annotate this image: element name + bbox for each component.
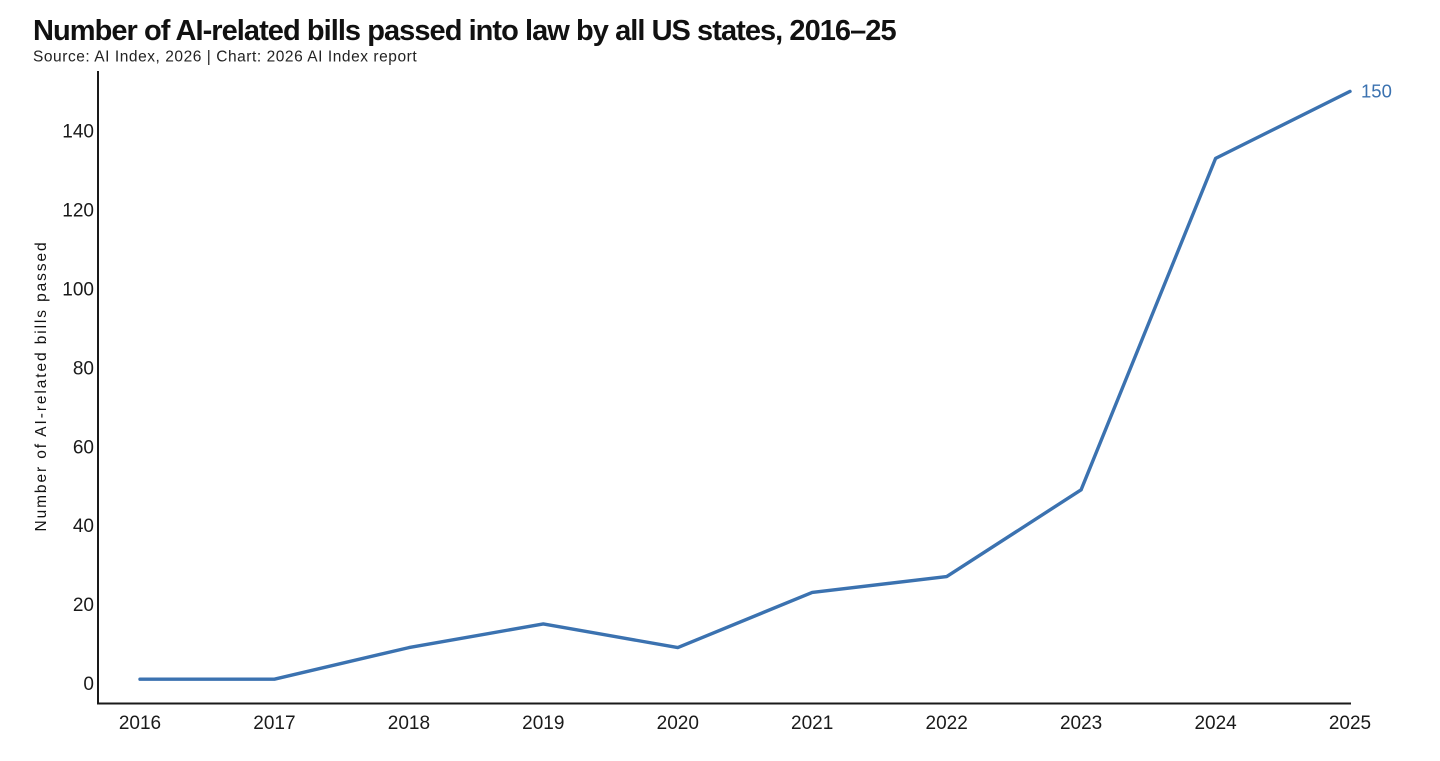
svg-text:2017: 2017 (253, 713, 295, 734)
svg-text:120: 120 (62, 201, 94, 222)
svg-text:2024: 2024 (1194, 713, 1237, 734)
svg-text:2022: 2022 (926, 713, 968, 734)
svg-text:2025: 2025 (1329, 713, 1371, 734)
svg-text:80: 80 (73, 358, 94, 379)
svg-text:2016: 2016 (119, 713, 161, 734)
svg-text:60: 60 (73, 437, 94, 458)
svg-text:140: 140 (62, 122, 94, 143)
svg-text:2020: 2020 (657, 713, 699, 734)
svg-text:2023: 2023 (1060, 713, 1102, 734)
svg-text:150: 150 (1361, 81, 1392, 102)
svg-text:20: 20 (73, 595, 94, 616)
svg-text:2021: 2021 (791, 713, 833, 734)
svg-text:Source: AI Index, 2026 | Chart: Source: AI Index, 2026 | Chart: 2026 AI … (33, 49, 417, 66)
svg-text:Number of AI-related bills pas: Number of AI-related bills passed (33, 240, 50, 531)
svg-text:2019: 2019 (522, 713, 564, 734)
svg-text:100: 100 (62, 280, 94, 301)
svg-text:0: 0 (83, 674, 94, 695)
svg-text:2018: 2018 (388, 713, 430, 734)
svg-text:Number of AI-related bills pas: Number of AI-related bills passed into l… (33, 15, 896, 47)
svg-text:40: 40 (73, 516, 94, 537)
